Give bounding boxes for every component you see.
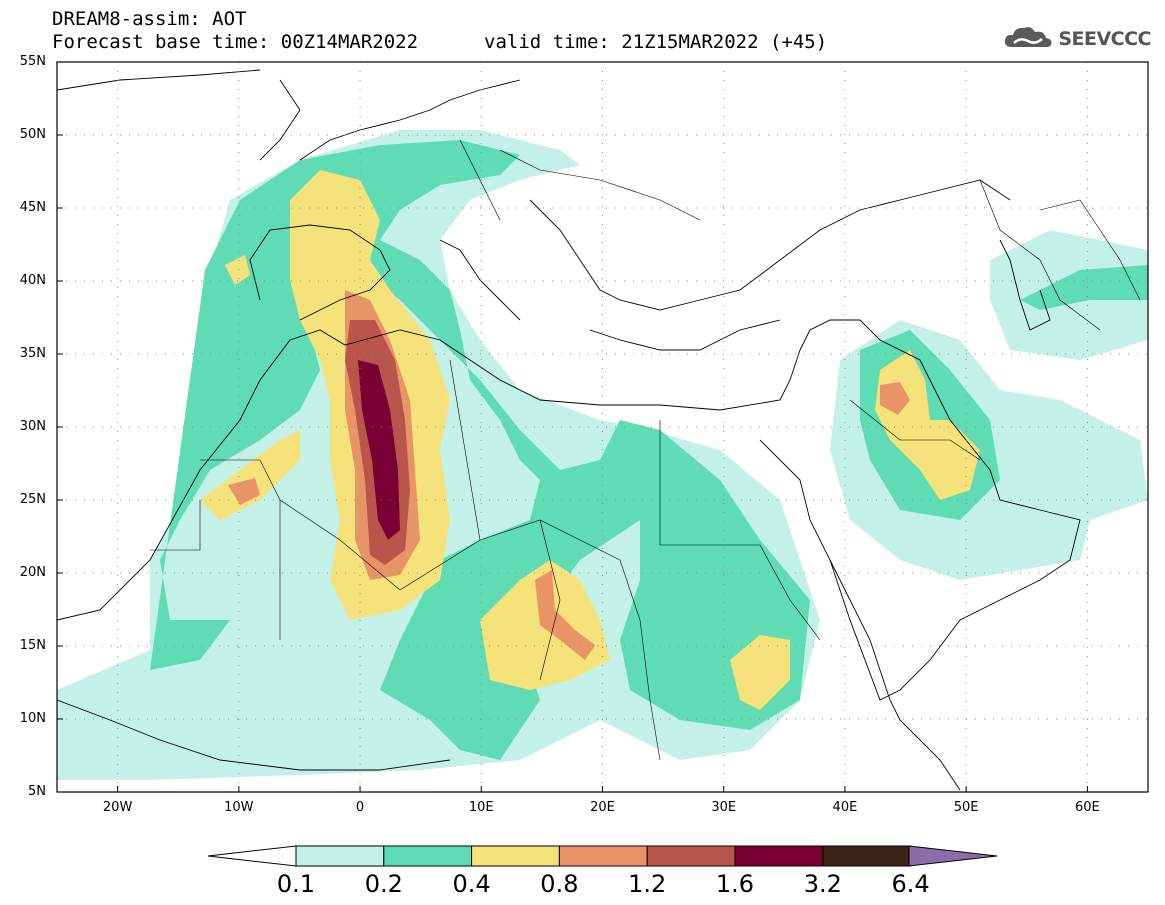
- lat-label: 45N: [19, 200, 46, 215]
- colorbar-label: 0.2: [364, 870, 403, 898]
- colorbar-swatch: [822, 845, 912, 867]
- lon-label: 20W: [102, 800, 133, 815]
- colorbar-label: 1.2: [628, 870, 667, 898]
- borders: [150, 139, 1141, 761]
- map-title: DREAM8-assim: AOT: [52, 8, 247, 30]
- lat-label: 25N: [19, 492, 46, 507]
- lat-label: 35N: [19, 346, 46, 361]
- colorbar: [207, 845, 998, 867]
- colorbar-high-arrow: [908, 845, 998, 867]
- axis-ticks: [57, 61, 1088, 793]
- lat-label: 50N: [19, 127, 46, 142]
- lat-label: 5N: [28, 784, 46, 799]
- colorbar-label: 1.6: [715, 870, 755, 898]
- lat-label: 55N: [19, 54, 46, 69]
- graticule: [57, 62, 1148, 792]
- coastlines: [57, 69, 1081, 791]
- colorbar-label: 0.4: [452, 870, 491, 898]
- colorbar-swatch: [383, 845, 473, 867]
- lat-label: 10N: [19, 711, 46, 726]
- colorbar-label: 6.4: [891, 870, 930, 898]
- lon-label: 50E: [953, 800, 979, 815]
- colorbar-label: 0.1: [276, 870, 316, 898]
- valid-time: valid time: 21Z15MAR2022 (+45): [484, 31, 828, 53]
- lat-label: 30N: [19, 419, 46, 434]
- colorbar-label: 0.8: [540, 870, 579, 898]
- logo-text: SEEVCCC: [1058, 28, 1151, 50]
- lon-label: 40E: [832, 800, 858, 815]
- lon-label: 60E: [1074, 800, 1100, 815]
- cloud-icon: [1002, 23, 1054, 55]
- lat-label: 40N: [19, 273, 46, 288]
- colorbar-swatch: [471, 845, 560, 867]
- colorbar-swatch: [295, 845, 385, 867]
- aot-fields: [57, 130, 1148, 780]
- lon-label: 0: [355, 800, 365, 815]
- forecast-base-time: Forecast base time: 00Z14MAR2022: [52, 31, 419, 53]
- seevccc-logo: SEEVCCC: [1002, 22, 1151, 56]
- lat-label: 15N: [19, 638, 46, 653]
- lon-label: 10W: [224, 800, 254, 815]
- colorbar-swatch: [646, 845, 736, 867]
- colorbar-swatch: [558, 845, 648, 867]
- lat-label: 20N: [19, 565, 46, 580]
- lon-label: 30E: [711, 800, 737, 815]
- lon-label: 10E: [468, 800, 494, 815]
- colorbar-swatch: [734, 845, 824, 867]
- colorbar-low-arrow: [207, 845, 297, 867]
- colorbar-label: 3.2: [803, 870, 842, 898]
- lon-label: 20E: [590, 800, 615, 815]
